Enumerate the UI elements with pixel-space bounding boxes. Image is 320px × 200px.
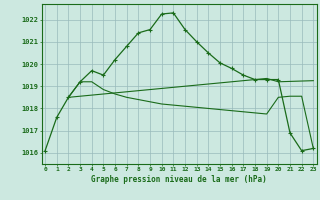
X-axis label: Graphe pression niveau de la mer (hPa): Graphe pression niveau de la mer (hPa) (91, 175, 267, 184)
